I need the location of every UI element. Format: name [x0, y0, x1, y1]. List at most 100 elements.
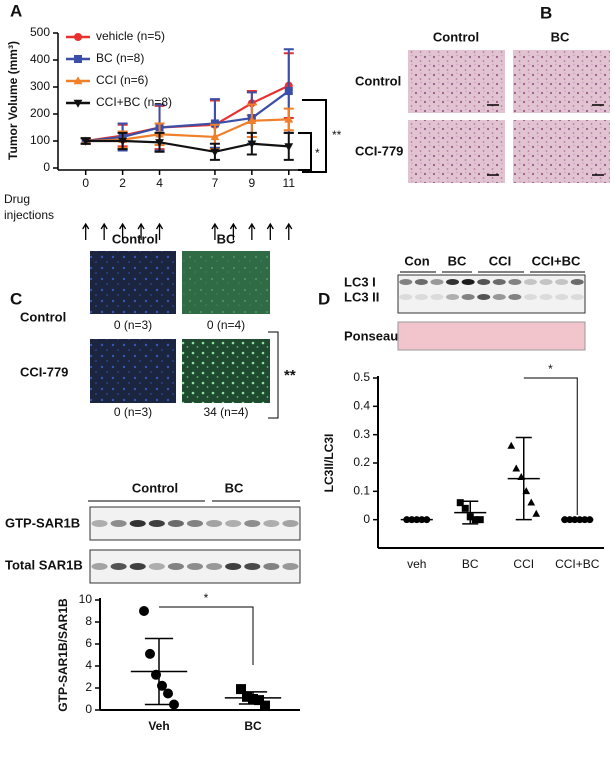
marker [476, 516, 484, 524]
marker [254, 695, 264, 706]
blot-band [110, 563, 127, 570]
blot-band [555, 294, 569, 300]
blot-band [225, 563, 242, 570]
column-label: BC [217, 231, 236, 246]
blot-band [539, 294, 553, 300]
marker [418, 516, 426, 524]
x-tick-label: 2 [119, 176, 126, 190]
marker [81, 137, 91, 146]
marker [210, 119, 219, 128]
injection-arrow [137, 222, 145, 240]
stain-image [397, 321, 586, 351]
significance-bracket [268, 331, 279, 419]
y-tick-label: 500 [30, 25, 50, 39]
stain-label: Ponseau S [344, 328, 411, 343]
marker [118, 137, 128, 146]
marker [522, 487, 531, 495]
blot-band [477, 294, 491, 300]
blot-band [186, 520, 204, 527]
blot-row-label: GTP-SAR1B [5, 515, 80, 530]
x-tick-label: 0 [82, 176, 89, 190]
count-label: 34 (n=4) [203, 405, 248, 419]
marker [512, 464, 521, 472]
blot-band [206, 520, 223, 527]
marker [284, 114, 294, 123]
blot-band [399, 279, 413, 285]
blot-band [244, 563, 261, 570]
injection-arrow [82, 222, 90, 240]
marker [413, 516, 421, 524]
marker [169, 699, 179, 710]
y-tick-label: 400 [30, 52, 50, 66]
blot-band [186, 563, 204, 570]
significance: ** [332, 128, 342, 142]
marker [517, 472, 526, 480]
blot-band [91, 520, 108, 527]
blot-band [508, 279, 522, 285]
marker [403, 516, 411, 524]
histology-image [513, 120, 610, 183]
marker [210, 132, 220, 141]
panel-label: A [10, 1, 22, 20]
blot-band [148, 520, 165, 527]
fluorescence-image [90, 251, 176, 314]
injection-arrow [285, 222, 293, 240]
marker [242, 691, 252, 702]
marker [576, 516, 584, 524]
significance: * [315, 146, 320, 160]
marker [461, 504, 469, 512]
histology-image [408, 50, 505, 113]
x-tick-label: CCI+BC [555, 557, 600, 571]
marker [423, 516, 431, 524]
blot-band [244, 520, 261, 527]
blot-band [477, 279, 491, 285]
marker [260, 700, 270, 711]
significance-bracket [298, 132, 312, 171]
legend-label: vehicle (n=5) [96, 29, 165, 43]
y-tick-label: 100 [30, 133, 50, 147]
injection-arrow [211, 222, 219, 240]
series-line [85, 139, 289, 153]
lane-label: CCI [489, 253, 511, 268]
blot-band [282, 563, 299, 570]
row-label: Control [20, 309, 66, 324]
marker [155, 139, 164, 148]
blot-band [446, 279, 460, 285]
lane-label: BC [448, 253, 467, 268]
histology-image [513, 50, 610, 113]
marker [471, 516, 479, 524]
marker [571, 516, 579, 524]
x-axis-label: Drug [4, 192, 30, 206]
row-label: CCI-779 [355, 143, 403, 158]
y-tick-label: 2 [85, 680, 92, 694]
x-tick-label: 11 [283, 176, 296, 190]
lane-label: Con [404, 253, 429, 268]
blot-band [461, 294, 475, 300]
blot-band [167, 520, 184, 527]
blot-row-label: LC3 I [344, 274, 376, 289]
x-tick-label: CCI [513, 557, 534, 571]
column-label: Control [433, 29, 479, 44]
x-tick-label: 9 [249, 176, 256, 190]
histology-image [408, 120, 505, 183]
blot-band [508, 294, 522, 300]
injection-arrow [119, 222, 127, 240]
blot-band [523, 294, 537, 300]
blot-band [492, 279, 506, 285]
y-tick-label: 0.1 [353, 484, 370, 498]
y-tick-label: 8 [85, 614, 92, 628]
significance-bracket [159, 606, 254, 665]
legend-label: BC (n=8) [96, 51, 144, 65]
scale-bars [487, 104, 604, 176]
column-label: BC [551, 29, 570, 44]
y-tick-label: 10 [79, 592, 93, 606]
marker [74, 33, 82, 41]
y-axis-label: LC3II/LC3I [322, 434, 336, 493]
significance: ** [284, 367, 296, 384]
marker [236, 684, 246, 695]
blot-band [414, 294, 428, 300]
blot-band [206, 563, 223, 570]
blot-band [225, 520, 242, 527]
x-tick-label: BC [244, 719, 262, 733]
